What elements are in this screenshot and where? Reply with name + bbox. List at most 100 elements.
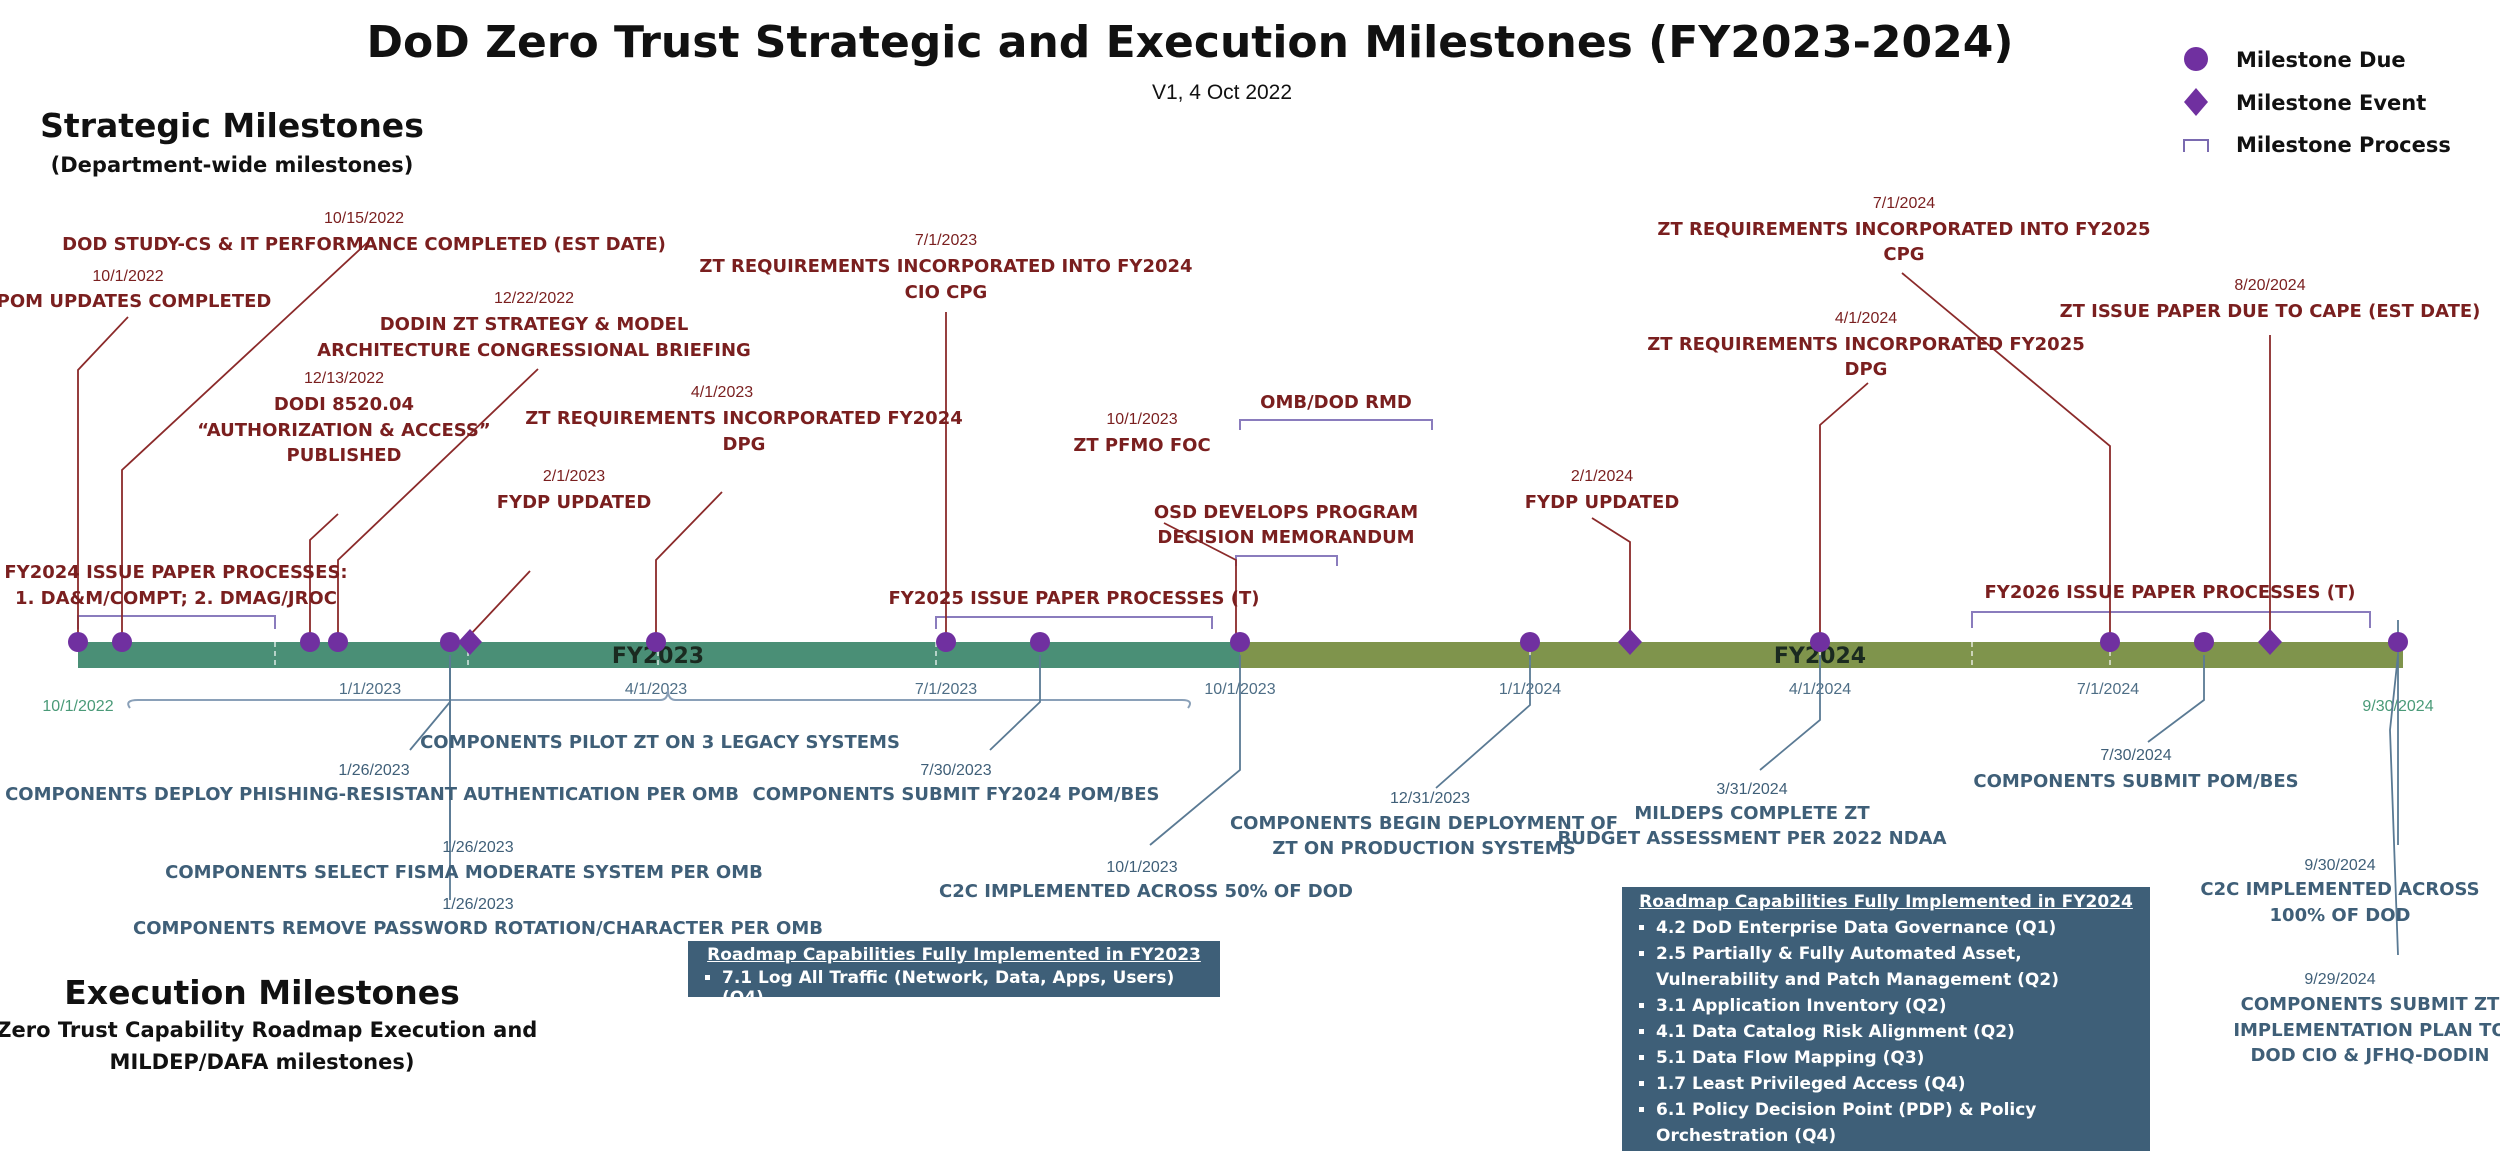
milestone-due-icon (300, 632, 320, 652)
strategic-labels: 10/1/2022 POM UPDATES COMPLETED 10/15/20… (0, 195, 2480, 609)
roadmap-item: 1.7 Least Privileged Access (Q4) (1656, 1071, 2136, 1097)
milestone-date: 7/1/2023 (915, 232, 977, 249)
milestone-date: 7/30/2023 (920, 762, 991, 779)
milestone-label: FY2026 ISSUE PAPER PROCESSES (T) (1984, 582, 2355, 603)
roadmap-fy2023-title: Roadmap Capabilities Fully Implemented i… (707, 945, 1201, 965)
roadmap-item: 2.5 Partially & Fully Automated Asset, V… (1656, 941, 2136, 993)
milestone-label: OMB/DOD RMD (1260, 392, 1412, 413)
milestone-due-icon (936, 632, 956, 652)
milestone-label: ZT REQUIREMENTS INCORPORATED INTO FY2024 (699, 256, 1192, 277)
milestone-date: 12/22/2022 (494, 290, 574, 307)
roadmap-item: 7.1 Log All Traffic (Network, Data, Apps… (722, 968, 1220, 1008)
milestone-label: COMPONENTS BEGIN DEPLOYMENT OF (1230, 813, 1618, 834)
milestone-event-icon (2184, 88, 2208, 116)
execution-heading: Execution Milestones (64, 973, 459, 1012)
tick-label: 4/1/2023 (625, 681, 687, 698)
milestone-date: 1/26/2023 (442, 839, 513, 856)
milestone-date: 10/15/2022 (324, 210, 404, 227)
milestone-due-icon (2194, 632, 2214, 652)
milestone-due-icon (2100, 632, 2120, 652)
milestone-label: DODI 8520.04 (274, 394, 414, 415)
milestone-label: C2C IMPLEMENTED ACROSS 50% OF DOD (939, 881, 1353, 902)
milestone-due-icon (2388, 632, 2408, 652)
milestone-date: 3/31/2024 (1716, 781, 1787, 798)
milestone-label: COMPONENTS REMOVE PASSWORD ROTATION/CHAR… (133, 918, 823, 939)
milestone-due-icon (1230, 632, 1250, 652)
milestone-due-icon (2184, 47, 2208, 71)
milestone-label: DODIN ZT STRATEGY & MODEL (380, 314, 689, 335)
milestone-label: PUBLISHED (287, 445, 402, 466)
milestone-date: 7/1/2024 (1873, 195, 1935, 212)
legend-event-label: Milestone Event (2236, 91, 2426, 115)
milestone-label: FYDP UPDATED (497, 492, 652, 513)
strategic-heading: Strategic Milestones (40, 106, 424, 145)
milestone-event-icon (458, 629, 482, 655)
milestone-date: 9/30/2024 (2304, 857, 2375, 874)
milestone-label: 100% OF DOD (2270, 905, 2411, 926)
tick-label: 7/1/2024 (2077, 681, 2139, 698)
milestone-date: 7/30/2024 (2100, 747, 2171, 764)
legend-process-label: Milestone Process (2236, 133, 2451, 157)
tick-label: 10/1/2022 (42, 698, 113, 715)
milestone-label: DPG (1845, 359, 1888, 380)
milestone-label: FY2025 ISSUE PAPER PROCESSES (T) (888, 588, 1259, 609)
milestone-label: “AUTHORIZATION & ACCESS” (197, 420, 490, 441)
tick-label: 1/1/2023 (339, 681, 401, 698)
roadmap-fy2024-title: Roadmap Capabilities Fully Implemented i… (1639, 892, 2133, 912)
milestone-due-icon (646, 632, 666, 652)
milestone-date: 1/26/2023 (338, 762, 409, 779)
milestone-label: BUDGET ASSESSMENT PER 2022 NDAA (1557, 828, 1946, 849)
milestone-date: 9/29/2024 (2304, 971, 2375, 988)
roadmap-item: 5.1 Data Flow Mapping (Q3) (1656, 1045, 2136, 1071)
milestone-date: 10/1/2022 (92, 268, 163, 285)
milestone-markers (68, 629, 2408, 655)
milestone-label: C2C IMPLEMENTED ACROSS (2200, 879, 2479, 900)
roadmap-fy2024-box: Roadmap Capabilities Fully Implemented i… (1622, 887, 2150, 1151)
milestone-label: FY2024 ISSUE PAPER PROCESSES: (4, 562, 347, 583)
milestone-due-icon (112, 632, 132, 652)
milestone-label: COMPONENTS SUBMIT ZT (2241, 994, 2500, 1015)
milestone-date: 12/13/2022 (304, 370, 384, 387)
execution-labels: COMPONENTS PILOT ZT ON 3 LEGACY SYSTEMS … (5, 732, 2500, 1066)
milestone-label: ARCHITECTURE CONGRESSIONAL BRIEFING (317, 340, 751, 361)
milestone-label: CIO CPG (905, 282, 988, 303)
pilot-bracket (127, 689, 1191, 709)
milestone-label: ZT REQUIREMENTS INCORPORATED FY2025 (1647, 334, 2085, 355)
execution-leaders (409, 620, 2399, 956)
milestone-label: CPG (1883, 244, 1924, 265)
milestone-date: 1/26/2023 (442, 896, 513, 913)
milestone-due-icon (1030, 632, 1050, 652)
milestone-label: ZT PFMO FOC (1073, 435, 1210, 456)
milestone-label: COMPONENTS PILOT ZT ON 3 LEGACY SYSTEMS (420, 732, 900, 753)
legend: Milestone Due Milestone Event Milestone … (2183, 47, 2451, 157)
milestone-label: COMPONENTS DEPLOY PHISHING-RESISTANT AUT… (5, 784, 739, 805)
milestone-process-icon (2183, 139, 2209, 152)
milestone-event-icon (2258, 629, 2282, 655)
milestone-label: IMPLEMENTATION PLAN TO (2233, 1020, 2500, 1041)
roadmap-item: 4.1 Data Catalog Risk Alignment (Q2) (1656, 1019, 2136, 1045)
milestone-due-icon (328, 632, 348, 652)
milestone-date: 2/1/2024 (1571, 468, 1633, 485)
milestone-label: 1. DA&M/COMPT; 2. DMAG/JROC (15, 588, 337, 609)
milestone-label: DPG (723, 434, 766, 455)
strategic-subheading: (Department-wide milestones) (51, 153, 414, 177)
milestone-label: POM UPDATES COMPLETED (0, 291, 271, 312)
milestone-label: COMPONENTS SELECT FISMA MODERATE SYSTEM … (165, 862, 763, 883)
milestone-label: DECISION MEMORANDUM (1157, 527, 1414, 548)
strategic-leaders (77, 239, 2271, 642)
milestone-date: 4/1/2023 (691, 384, 753, 401)
milestone-label: MILDEPS COMPLETE ZT (1634, 803, 1870, 824)
execution-subheading-1: (Zero Trust Capability Roadmap Execution… (0, 1018, 537, 1042)
milestone-label: COMPONENTS SUBMIT FY2024 POM/BES (753, 784, 1160, 805)
milestone-date: 4/1/2024 (1835, 310, 1897, 327)
legend-due-label: Milestone Due (2236, 48, 2406, 72)
milestone-date: 2/1/2023 (543, 468, 605, 485)
roadmap-item: 4.2 DoD Enterprise Data Governance (Q1) (1656, 915, 2136, 941)
execution-subheading-2: MILDEP/DAFA milestones) (110, 1050, 415, 1074)
milestone-label: FYDP UPDATED (1525, 492, 1680, 513)
tick-label: 7/1/2023 (915, 681, 977, 698)
milestone-event-icon (1618, 629, 1642, 655)
milestone-label: ZT REQUIREMENTS INCORPORATED FY2024 (525, 408, 963, 429)
milestone-date: 10/1/2023 (1106, 859, 1177, 876)
